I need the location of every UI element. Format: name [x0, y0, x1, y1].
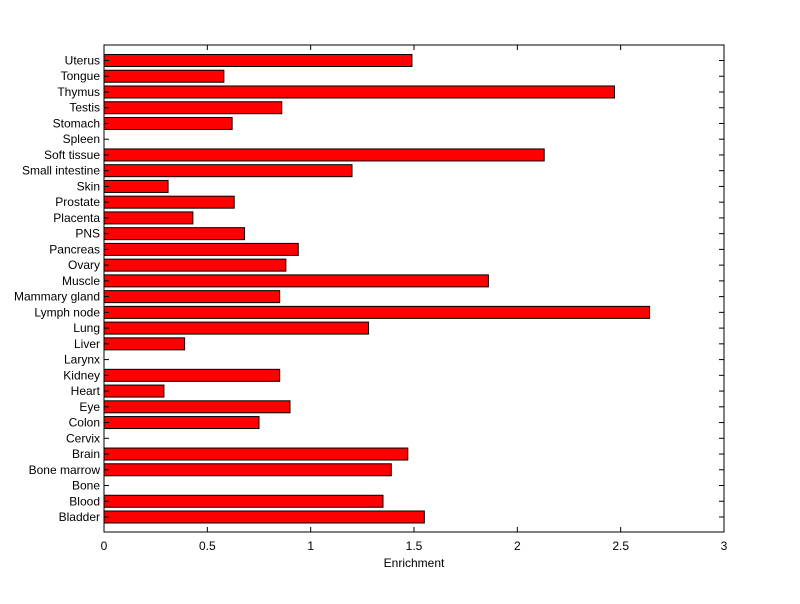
- y-tick-label: Blood: [69, 494, 100, 508]
- y-tick-label: Bladder: [59, 510, 100, 524]
- y-tick-label: Skin: [77, 179, 100, 193]
- y-tick-label: Thymus: [57, 85, 100, 99]
- x-tick-label: 0: [101, 539, 108, 553]
- x-tick-label: 2.5: [612, 539, 629, 553]
- bar-pns: [103, 227, 246, 241]
- x-axis-label: Enrichment: [384, 556, 445, 570]
- bar-pancreas: [103, 242, 299, 256]
- y-tick-label: Eye: [79, 400, 100, 414]
- y-tick-label: Kidney: [63, 368, 100, 382]
- bar-testis: [103, 101, 283, 115]
- bar-lymph-node: [103, 305, 651, 319]
- bar-small-intestine: [103, 164, 353, 178]
- bar-eye: [103, 400, 291, 414]
- bar-bladder: [103, 510, 425, 524]
- y-tick-label: Lung: [73, 321, 100, 335]
- y-tick-label: Soft tissue: [44, 148, 100, 162]
- bar-kidney: [103, 368, 281, 382]
- y-tick-label: Placenta: [53, 211, 100, 225]
- bar-tongue: [103, 69, 225, 83]
- x-tick-labels-group: 0 0.5 1 1.5 2 2.5 3: [101, 539, 728, 553]
- y-tick-label: Mammary gland: [14, 290, 100, 304]
- y-tick-label: Small intestine: [22, 164, 100, 178]
- x-tick-label: 2: [514, 539, 521, 553]
- y-tick-label: Liver: [74, 337, 100, 351]
- y-tick-label: Uterus: [65, 54, 100, 68]
- y-tick-label: Ovary: [68, 258, 100, 272]
- bar-muscle: [103, 274, 489, 288]
- bar-stomach: [103, 116, 233, 130]
- bar-skin: [103, 179, 169, 193]
- x-tick-label: 3: [721, 539, 728, 553]
- bar-liver: [103, 337, 186, 351]
- y-tick-label: Stomach: [53, 116, 100, 130]
- y-tick-label: Cervix: [66, 431, 100, 445]
- y-tick-label: Muscle: [62, 274, 100, 288]
- y-tick-label: PNS: [75, 227, 100, 241]
- y-tick-label: Spleen: [63, 132, 100, 146]
- y-tick-label: Larynx: [64, 353, 100, 367]
- y-tick-label: Tongue: [61, 69, 101, 83]
- bar-bone-marrow: [103, 463, 392, 477]
- y-tick-label: Lymph node: [34, 305, 100, 319]
- y-tick-label: Heart: [71, 384, 101, 398]
- y-tick-label: Testis: [69, 101, 100, 115]
- y-tick-label: Bone marrow: [29, 463, 101, 477]
- bar-mammary-gland: [103, 290, 281, 304]
- bar-ovary: [103, 258, 287, 272]
- y-tick-label: Pancreas: [49, 242, 100, 256]
- bar-lung: [103, 321, 370, 335]
- y-tick-label: Bone: [72, 479, 100, 493]
- x-tick-label: 0.5: [199, 539, 216, 553]
- ticks-group: [103, 45, 725, 532]
- bar-brain: [103, 447, 409, 461]
- x-tick-label: 1: [307, 539, 314, 553]
- y-tick-label: Brain: [72, 447, 100, 461]
- bar-thymus: [103, 85, 615, 99]
- bar-colon: [103, 416, 260, 430]
- bar-uterus: [103, 54, 413, 67]
- y-tick-label: Colon: [69, 416, 100, 430]
- bar-blood: [103, 494, 384, 508]
- x-tick-label: 1.5: [406, 539, 423, 553]
- plot-frame: [103, 44, 725, 533]
- bar-soft-tissue: [103, 148, 545, 162]
- bar-heart: [103, 384, 165, 398]
- bar-placenta: [103, 211, 194, 225]
- bar-prostate: [103, 195, 235, 209]
- y-tick-label: Prostate: [55, 195, 100, 209]
